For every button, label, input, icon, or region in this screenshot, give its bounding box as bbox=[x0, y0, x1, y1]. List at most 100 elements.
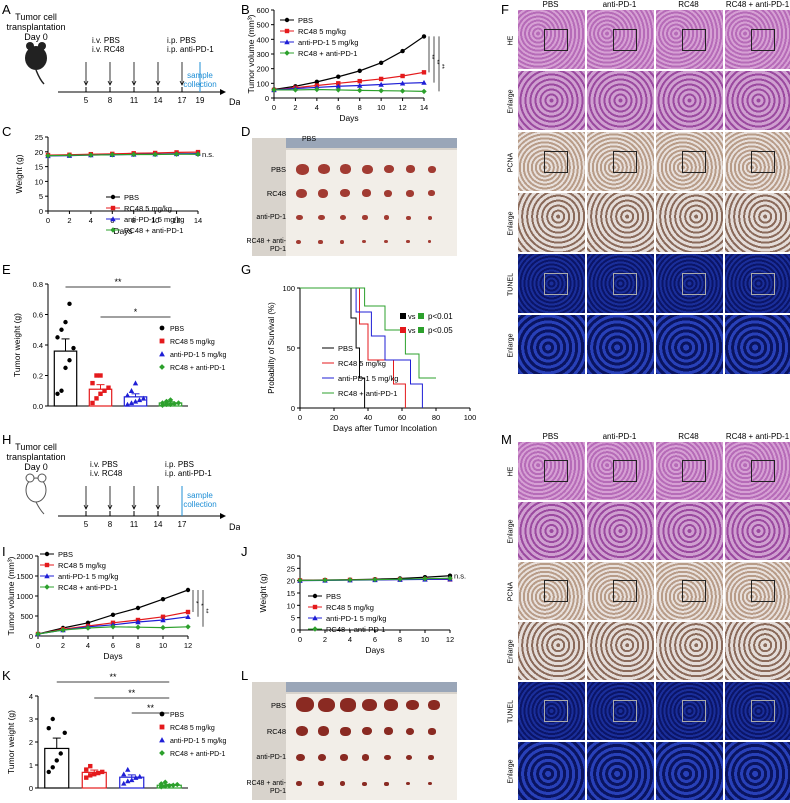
tumor-sample bbox=[296, 239, 301, 244]
y-axis-label: Probability of Survival (%) bbox=[267, 302, 276, 394]
x-tick-label: 8 bbox=[358, 103, 362, 112]
histology-image-tile bbox=[587, 442, 654, 500]
tumor-sample bbox=[340, 164, 352, 174]
histology-column-header: anti-PD-1 bbox=[602, 0, 637, 9]
tumor-sample bbox=[428, 165, 437, 173]
legend-label: anti-PD-1 5 mg/kg bbox=[170, 738, 227, 745]
legend-marker bbox=[159, 711, 165, 717]
legend-marker bbox=[312, 593, 318, 599]
significance-label: * bbox=[134, 307, 138, 317]
data-point bbox=[185, 587, 191, 593]
data-point bbox=[124, 401, 131, 407]
histology-image-tile bbox=[587, 562, 654, 620]
y-axis-label: Tumor volume (mm³) bbox=[6, 556, 16, 635]
histology-image-tile bbox=[725, 193, 790, 252]
a-iv-2: i.v. RC48 bbox=[92, 45, 125, 54]
data-point bbox=[357, 68, 362, 74]
panel-letter-j: J bbox=[241, 544, 248, 559]
panel-letter-d: D bbox=[241, 124, 251, 139]
tumor-row-label: RC48 bbox=[266, 727, 286, 736]
data-point bbox=[372, 576, 378, 583]
tumor-sample bbox=[318, 697, 335, 712]
y-tick-label: 500 bbox=[256, 21, 269, 30]
data-point bbox=[92, 772, 97, 777]
x-tick-label: 14 bbox=[420, 103, 428, 112]
y-tick-label: 25 bbox=[35, 133, 43, 142]
legend-marker bbox=[284, 50, 290, 56]
histology-column-header: RC48 bbox=[678, 0, 699, 9]
histology-image-tile bbox=[725, 132, 790, 191]
chart-e-tumor-weight: 0.0 0.2 0.4 0.6 0.8 Tumor weight (g) PBS RC48 5… bbox=[12, 277, 227, 411]
data-point bbox=[421, 79, 427, 85]
significance-label: * bbox=[192, 601, 199, 604]
histology-image-tile bbox=[725, 682, 790, 740]
x-tick-label: 0 bbox=[298, 635, 302, 644]
tumor-sample bbox=[340, 239, 345, 244]
chart-c-weight: 051015202502468101214DaysWeight (g)PBSRC… bbox=[14, 133, 214, 236]
data-point bbox=[129, 777, 135, 783]
legend-label: RC48 5 mg/kg bbox=[326, 603, 374, 612]
tumor-sample bbox=[318, 753, 327, 761]
y-tick-label: 5 bbox=[291, 614, 295, 623]
stat-vs: vs bbox=[408, 326, 416, 335]
y-tick-label: 1 bbox=[29, 761, 33, 770]
data-point bbox=[110, 612, 116, 617]
legend-label: PBS bbox=[298, 16, 313, 25]
legend-label: anti-PD-1 5 mg/kg bbox=[58, 572, 118, 581]
tumor-sample bbox=[384, 727, 394, 736]
data-point bbox=[90, 380, 95, 386]
legend-label: RC48 + anti-PD-1 bbox=[326, 625, 385, 634]
histology-image-tile bbox=[656, 132, 723, 191]
data-point bbox=[85, 625, 91, 631]
data-point bbox=[62, 730, 67, 735]
x-tick-label: 12 bbox=[172, 216, 180, 225]
tumor-sample bbox=[384, 754, 391, 761]
data-point bbox=[60, 627, 66, 633]
y-tick-label: 100 bbox=[256, 79, 269, 88]
legend-label: RC48 5 mg/kg bbox=[170, 339, 215, 346]
histology-grid-m: PBS anti-PD-1 RC48 RC48 + anti-PD-1 HE Enlarg… bbox=[502, 432, 790, 803]
tumor-row-label: anti-PD-1 bbox=[256, 754, 286, 761]
data-point bbox=[136, 397, 143, 403]
legend-marker bbox=[44, 584, 50, 590]
h-header-1: Tumor cell bbox=[15, 442, 57, 452]
y-tick-label: 1500 bbox=[16, 572, 33, 581]
data-point bbox=[152, 151, 158, 158]
a-axis: Days bbox=[229, 97, 240, 107]
x-axis-label: Days bbox=[103, 651, 122, 661]
series-line bbox=[47, 153, 198, 157]
data-point bbox=[58, 751, 63, 756]
tumor-photo-l: PBS RC48 anti-PD-1 RC48 + anti-PD-1 bbox=[247, 682, 457, 800]
significance-label: ** bbox=[202, 608, 209, 614]
data-point bbox=[400, 73, 405, 79]
x-tick-label: 0 bbox=[36, 641, 40, 650]
legend-marker bbox=[159, 351, 165, 357]
x-tick-label: 20 bbox=[330, 413, 338, 422]
x-axis-label: Days bbox=[113, 226, 132, 236]
y-tick-label: 0.4 bbox=[33, 341, 43, 350]
data-point bbox=[128, 400, 135, 406]
x-tick-label: 4 bbox=[86, 641, 90, 650]
histology-row-label: Enlarge bbox=[507, 332, 515, 358]
y-tick-label: 2000 bbox=[16, 552, 33, 561]
y-tick-label: 15 bbox=[35, 163, 43, 172]
tumor-row-label: RC48 bbox=[266, 189, 286, 198]
tumor-sample bbox=[318, 188, 329, 198]
y-tick-label: 0 bbox=[29, 784, 33, 793]
histology-image-tile bbox=[587, 254, 654, 313]
arrow-head-icon bbox=[107, 80, 113, 86]
histology-image-tile bbox=[656, 315, 723, 374]
tumor-sample bbox=[428, 782, 432, 786]
tumor-sample bbox=[384, 189, 393, 197]
tumor-sample bbox=[296, 697, 314, 713]
data-point bbox=[59, 327, 64, 332]
y-tick-label: 400 bbox=[256, 35, 269, 44]
histology-image-tile bbox=[725, 562, 790, 620]
data-point bbox=[137, 773, 143, 779]
legend-marker bbox=[284, 39, 290, 45]
histology-column-header: anti-PD-1 bbox=[602, 432, 637, 441]
histology-image-tile bbox=[518, 315, 585, 374]
data-point bbox=[335, 83, 341, 89]
data-point bbox=[378, 76, 384, 82]
legend-marker bbox=[44, 573, 50, 579]
